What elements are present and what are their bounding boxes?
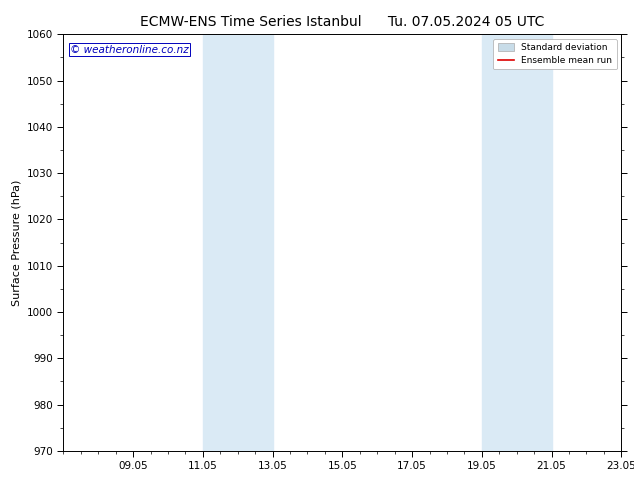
Title: ECMW-ENS Time Series Istanbul      Tu. 07.05.2024 05 UTC: ECMW-ENS Time Series Istanbul Tu. 07.05.… — [140, 15, 545, 29]
Text: © weatheronline.co.nz: © weatheronline.co.nz — [70, 45, 189, 55]
Y-axis label: Surface Pressure (hPa): Surface Pressure (hPa) — [11, 179, 21, 306]
Bar — [482, 34, 552, 451]
Legend: Standard deviation, Ensemble mean run: Standard deviation, Ensemble mean run — [493, 39, 617, 70]
Bar — [203, 34, 273, 451]
